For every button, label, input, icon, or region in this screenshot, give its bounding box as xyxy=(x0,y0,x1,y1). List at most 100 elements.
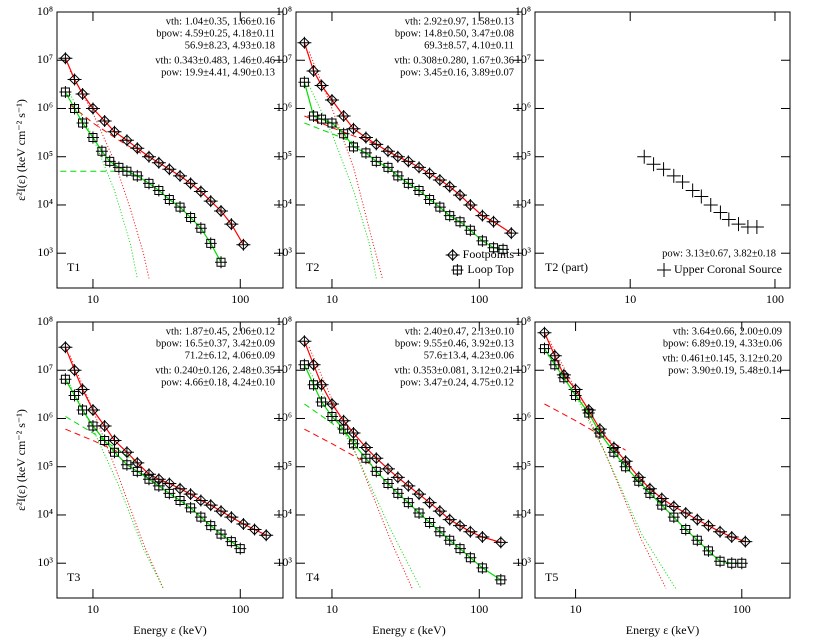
y-tick-label: 10⁵ xyxy=(276,148,292,162)
data-point xyxy=(713,205,728,220)
legend-symbol xyxy=(445,249,460,261)
panel-label: T2 (part) xyxy=(545,260,588,274)
y-tick-label: 10⁸ xyxy=(276,4,292,18)
data-point xyxy=(494,573,507,586)
data-point xyxy=(380,462,395,475)
y-tick-label: 10⁴ xyxy=(515,507,531,521)
data-point xyxy=(152,479,165,492)
data-point xyxy=(731,217,746,232)
data-point xyxy=(370,465,383,478)
plot-area xyxy=(637,149,764,234)
y-tick-label: 10⁵ xyxy=(37,148,53,162)
data-point xyxy=(214,505,229,518)
data-point xyxy=(85,102,100,115)
data-point xyxy=(141,150,156,163)
data-point xyxy=(475,209,490,222)
data-point xyxy=(442,180,457,193)
fit-annotation: vth: 2.40±0.47, 2.13±0.10 xyxy=(405,326,514,337)
data-point xyxy=(119,446,134,459)
x-axis-label: Energy ε (keV) xyxy=(626,623,699,637)
x-tick-label: 100 xyxy=(470,292,488,306)
data-point xyxy=(306,64,321,77)
x-tick-label: 10 xyxy=(87,602,99,616)
data-point xyxy=(359,146,372,159)
legend-symbol xyxy=(451,264,464,276)
data-point xyxy=(247,523,262,536)
fit-annotation: vth: 0.353±0.081, 3.12±0.21 xyxy=(394,365,514,376)
data-point xyxy=(67,73,82,86)
y-tick-label: 10⁸ xyxy=(276,314,292,328)
data-point xyxy=(738,535,753,548)
data-point xyxy=(685,183,700,198)
data-point xyxy=(67,364,82,377)
data-point xyxy=(173,169,188,182)
data-point xyxy=(666,168,681,183)
x-tick-label: 10 xyxy=(624,292,636,306)
y-tick-label: 10⁶ xyxy=(37,410,53,424)
data-point xyxy=(569,389,582,402)
data-point xyxy=(151,156,166,169)
data-point xyxy=(463,525,478,538)
data-point xyxy=(538,342,551,355)
data-point xyxy=(325,117,338,130)
fit-annotation: 71.2±6.12, 4.06±0.09 xyxy=(185,350,275,361)
data-point xyxy=(464,224,477,237)
fit-component xyxy=(308,369,422,589)
data-point xyxy=(381,477,394,490)
fit-component xyxy=(308,51,383,279)
data-point xyxy=(432,173,447,186)
data-point xyxy=(97,115,112,128)
data-point xyxy=(390,150,405,163)
data-point xyxy=(142,473,155,486)
x-tick-label: 10 xyxy=(87,292,99,306)
y-tick-label: 10⁵ xyxy=(37,458,53,472)
x-axis-label: Energy ε (keV) xyxy=(372,623,445,637)
data-point xyxy=(694,189,709,204)
data-point xyxy=(307,378,320,391)
data-point xyxy=(412,161,427,174)
data-point xyxy=(537,326,552,339)
fit-component xyxy=(69,384,164,589)
data-point xyxy=(619,460,632,473)
data-point xyxy=(163,193,176,206)
data-point xyxy=(358,131,373,144)
fit-annotation: bpow: 16.5±0.37, 3.42±0.09 xyxy=(156,338,275,349)
data-point xyxy=(204,519,217,532)
data-point xyxy=(183,177,198,190)
x-tick-label: 100 xyxy=(231,602,249,616)
data-point xyxy=(59,373,72,386)
data-point xyxy=(58,341,73,354)
fit-annotation: bpow: 14.8±0.50, 3.47±0.08 xyxy=(395,28,514,39)
plot-frame xyxy=(56,321,284,599)
data-point xyxy=(432,505,447,518)
data-point xyxy=(504,227,519,240)
plot-area xyxy=(58,52,251,279)
data-point xyxy=(336,109,351,122)
fit-annotation: pow: 19.9±4.41, 4.90±0.13 xyxy=(161,67,275,78)
y-tick-label: 10⁷ xyxy=(276,362,292,376)
y-tick-label: 10⁷ xyxy=(515,362,531,376)
fit-annotation: pow: 3.13±0.67, 3.82±0.18 xyxy=(662,248,776,259)
data-point xyxy=(454,542,467,555)
data-point xyxy=(346,427,361,440)
fit-component xyxy=(308,85,377,279)
data-point xyxy=(86,419,99,432)
data-point xyxy=(453,519,468,532)
data-point xyxy=(174,201,187,214)
y-tick-label: 10⁷ xyxy=(37,362,53,376)
legend-label: Upper Coronal Source xyxy=(674,262,782,276)
data-point xyxy=(454,215,467,228)
panel: 10 100 10³ 10⁴ 10⁵ 10⁶ 10⁷ 10⁸ Energy ε (keV) ε²I… xyxy=(14,314,284,637)
fit-component xyxy=(549,355,677,589)
data-point xyxy=(346,122,361,135)
data-point xyxy=(667,511,680,524)
data-point xyxy=(632,475,645,488)
y-tick-label: 10⁸ xyxy=(37,4,53,18)
fit-component xyxy=(304,115,377,145)
fit-line xyxy=(303,364,502,581)
data-point xyxy=(656,162,671,177)
data-point xyxy=(358,441,373,454)
data-point xyxy=(224,511,239,524)
data-point xyxy=(193,494,208,507)
